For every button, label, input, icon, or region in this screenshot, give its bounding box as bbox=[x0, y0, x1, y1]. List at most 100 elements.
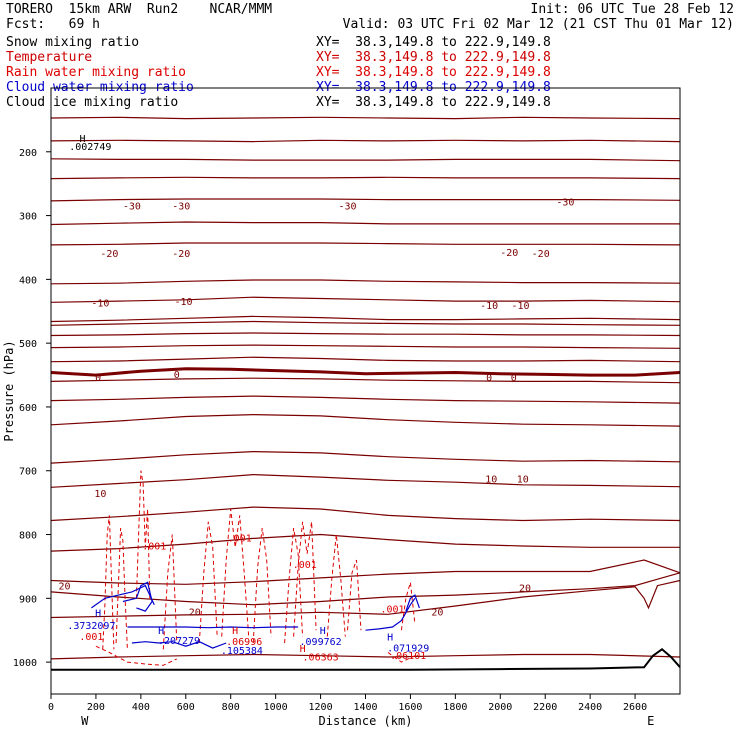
axes: 0 200 400 600 800 1000 1200 1400 1600 1800 2000 220… bbox=[13, 148, 647, 713]
isotherm-label: 20 bbox=[189, 608, 201, 619]
isotherm-line bbox=[50, 279, 681, 285]
rain-contour bbox=[135, 470, 151, 599]
isotherm-label: 10 bbox=[517, 474, 529, 485]
isotherm-line bbox=[50, 506, 681, 522]
isotherm-label: -20 bbox=[500, 248, 518, 259]
y-tick-label: 800 bbox=[19, 531, 37, 542]
legend-temperature-label: Temperature bbox=[6, 50, 93, 65]
x-tick-label: 2000 bbox=[488, 702, 512, 713]
x-tick-label: 600 bbox=[177, 702, 195, 713]
isotherm-line bbox=[50, 413, 681, 427]
isotherm-line bbox=[50, 473, 681, 488]
rain-contour bbox=[95, 645, 178, 666]
terrain-outline bbox=[51, 648, 681, 671]
x-tick-label: 1800 bbox=[443, 702, 467, 713]
cloud-contour-label: .207279 bbox=[158, 636, 200, 647]
isotherm-line bbox=[50, 139, 681, 143]
isotherm-label: -10 bbox=[511, 301, 529, 312]
isotherm-label: -30 bbox=[172, 201, 190, 212]
freezing-level-line bbox=[50, 367, 681, 377]
cloud-water-contour bbox=[365, 597, 416, 631]
y-tick-label: 400 bbox=[19, 275, 37, 286]
rain-contour-label: .06101 bbox=[390, 651, 426, 662]
isotherm-line bbox=[50, 377, 681, 384]
legend-rain-label: Rain water mixing ratio bbox=[6, 65, 187, 80]
rain-contour bbox=[293, 521, 317, 637]
isotherm-line bbox=[50, 450, 681, 464]
isotherm-label: -30 bbox=[338, 201, 356, 212]
x-tick-label: 1000 bbox=[264, 702, 288, 713]
cloud-water-contour bbox=[122, 581, 153, 612]
cloud-water-contours bbox=[91, 581, 420, 649]
contour-labels: -30 -30 -30 -30 -20 -20 -20 -20 -10 -10 -10 -10 0 0 0 0… bbox=[58, 134, 574, 664]
y-tick-label: 300 bbox=[19, 212, 37, 223]
rain-contour-label: .001 bbox=[293, 560, 317, 571]
extremum-label: H bbox=[320, 626, 326, 637]
rain-contour-label: .06996 bbox=[226, 637, 262, 648]
isotherm-line bbox=[50, 332, 681, 337]
isotherm-line bbox=[50, 158, 681, 162]
isotherm-label: -20 bbox=[532, 249, 550, 260]
isotherm-line bbox=[50, 533, 680, 552]
rain-contour bbox=[387, 652, 416, 663]
rain-contour bbox=[221, 508, 250, 637]
y-tick-label: 700 bbox=[19, 467, 37, 478]
x-tick-label: 400 bbox=[132, 702, 150, 713]
extremum-label: H bbox=[79, 134, 85, 145]
isotherm-label: 0 bbox=[95, 373, 101, 384]
isotherm-label: -10 bbox=[174, 297, 192, 308]
cloud-contour-label: .099762 bbox=[300, 637, 342, 648]
y-axis-label: Pressure (hPa) bbox=[2, 340, 16, 441]
isotherm-line bbox=[50, 320, 681, 326]
isotherm-label: 20 bbox=[58, 582, 70, 593]
forecast-hour: Fcst: 69 h bbox=[6, 17, 100, 32]
rain-contour-label: .001 bbox=[380, 605, 404, 616]
rain-contour bbox=[115, 528, 128, 650]
x-tick-label: 800 bbox=[222, 702, 240, 713]
cloud-water-contour bbox=[405, 594, 420, 612]
isotherm-label: 10 bbox=[94, 489, 106, 500]
y-tick-label: 200 bbox=[19, 148, 37, 159]
isotherm-line bbox=[50, 653, 681, 660]
cloud-water-contour bbox=[131, 641, 227, 649]
east-end-label: E bbox=[647, 714, 654, 728]
isotherm-line bbox=[50, 296, 681, 303]
extremum-label: .002749 bbox=[69, 142, 111, 153]
isotherm-label: 0 bbox=[511, 373, 517, 384]
isotherm-label: -20 bbox=[172, 249, 190, 260]
isotherm-line bbox=[50, 559, 681, 585]
legend-snow-xy: XY= 38.3,149.8 to 222.9,149.8 bbox=[316, 35, 551, 50]
isotherm-label: 10 bbox=[485, 474, 497, 485]
isotherm-line bbox=[50, 395, 681, 404]
terrain-line bbox=[51, 648, 681, 671]
isotherm-line bbox=[50, 356, 681, 363]
isotherm-line bbox=[50, 221, 680, 226]
rain-contour-label: .001 bbox=[142, 541, 166, 552]
x-tick-label: 2400 bbox=[578, 702, 602, 713]
isotherm-label: 20 bbox=[519, 584, 531, 595]
extremum-label: H bbox=[232, 626, 238, 637]
isotherm-line bbox=[50, 176, 681, 180]
x-tick-label: 2200 bbox=[533, 702, 557, 713]
isotherm-label: -10 bbox=[91, 298, 109, 309]
extremum-label: H bbox=[300, 644, 306, 655]
cloud-contour-label: .105384 bbox=[221, 646, 263, 657]
isotherm-label: 20 bbox=[431, 608, 443, 619]
isotherm-label: -20 bbox=[100, 249, 118, 260]
isotherm-label: -30 bbox=[123, 201, 141, 212]
extremum-label: H bbox=[95, 608, 101, 619]
isotherm-line bbox=[50, 242, 681, 246]
rain-contour bbox=[198, 521, 218, 644]
cloud-water-contour bbox=[127, 626, 299, 629]
x-tick-label: 1400 bbox=[353, 702, 377, 713]
init-time: Init: 06 UTC Tue 28 Feb 12 bbox=[530, 2, 735, 17]
isotherm-label: -30 bbox=[556, 198, 574, 209]
west-end-label: W bbox=[81, 714, 89, 728]
rain-contour bbox=[284, 528, 304, 644]
y-tick-label: 500 bbox=[19, 339, 37, 350]
isotherm-lines bbox=[50, 116, 681, 660]
rain-contour-label: .001 bbox=[79, 632, 103, 643]
model-run-title: TORERO 15km ARW Run2 NCAR/MMM bbox=[6, 2, 273, 17]
isotherm-line bbox=[50, 198, 681, 202]
